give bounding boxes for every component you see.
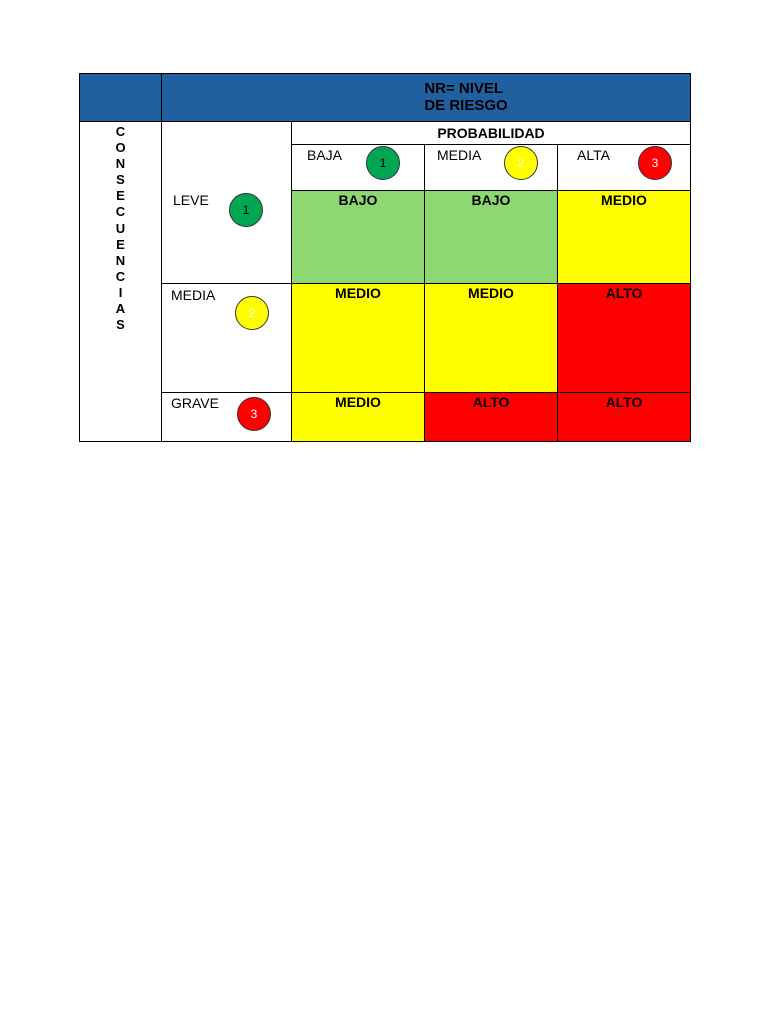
score-badge-icon: 2	[504, 146, 538, 180]
title-line-1: NR= NIVEL	[424, 80, 504, 97]
consequence-cell-leve: LEVE 1	[161, 121, 292, 284]
letter: C	[115, 268, 126, 284]
letter: O	[115, 140, 126, 156]
score-badge-icon: 1	[229, 193, 263, 227]
consequence-cell-media: MEDIA 2	[161, 283, 292, 393]
letter: N	[115, 156, 126, 172]
letter: S	[116, 317, 125, 333]
probability-label-baja: BAJA	[307, 147, 343, 163]
probability-header: PROBABILIDAD	[291, 121, 691, 145]
score-badge-icon: 1	[366, 146, 400, 180]
risk-cell: MEDIO	[291, 392, 425, 442]
letter: S	[116, 172, 125, 188]
letter: C	[115, 124, 126, 139]
risk-cell: BAJO	[291, 190, 425, 284]
risk-cell: ALTO	[424, 392, 558, 442]
probability-label-alta: ALTA	[577, 147, 610, 163]
probability-cell-alta: ALTA 3	[557, 144, 691, 191]
risk-cell: ALTO	[557, 283, 691, 393]
risk-cell: MEDIO	[291, 283, 425, 393]
consequences-vertical-label: C O N S E C U E N C I A S	[79, 121, 162, 442]
letter: N	[115, 252, 126, 268]
letter: U	[115, 220, 126, 236]
probability-cell-baja: BAJA 1	[291, 144, 425, 191]
letter: E	[116, 188, 125, 204]
title-line-2: DE RIESGO	[424, 97, 508, 114]
risk-matrix-table: NR= NIVEL DE RIESGO C O N S E C U E N C …	[79, 73, 691, 442]
consequence-label-media: MEDIA	[171, 287, 216, 303]
probability-cell-media: MEDIA 2	[424, 144, 558, 191]
header-corner-cell	[79, 73, 162, 122]
probability-label: PROBABILIDAD	[437, 125, 545, 141]
risk-cell: MEDIO	[424, 283, 558, 393]
consequence-label-grave: GRAVE	[171, 395, 219, 411]
letter: C	[115, 204, 126, 220]
probability-label-media: MEDIA	[437, 147, 482, 163]
header-title-cell	[161, 73, 691, 122]
score-badge-icon: 3	[237, 397, 271, 431]
letter: E	[116, 236, 125, 252]
score-badge-icon: 2	[235, 296, 269, 330]
consequence-label-leve: LEVE	[173, 192, 209, 208]
risk-cell: ALTO	[557, 392, 691, 442]
letter: I	[118, 284, 123, 300]
table-title: NR= NIVEL DE RIESGO	[241, 73, 691, 121]
letter: A	[115, 301, 126, 317]
risk-cell: BAJO	[424, 190, 558, 284]
consequence-cell-grave: GRAVE 3	[161, 392, 292, 442]
risk-cell: MEDIO	[557, 190, 691, 284]
score-badge-icon: 3	[638, 146, 672, 180]
